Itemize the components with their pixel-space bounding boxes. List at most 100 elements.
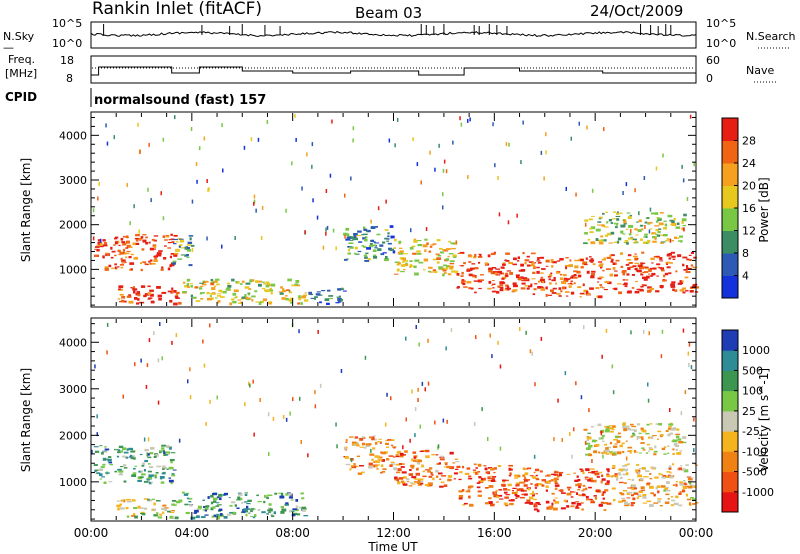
data-cell [507,483,512,487]
data-cell [615,475,619,478]
data-cell [108,264,112,268]
data-cell [459,116,461,121]
data-cell [102,244,108,247]
data-cell [449,260,455,263]
data-cell [664,446,667,448]
data-cell [640,262,644,265]
data-cell [126,244,131,248]
data-cell [452,254,455,257]
data-cell [169,299,173,303]
data-cell [634,228,638,231]
data-cell [442,249,447,251]
data-cell [617,432,621,435]
data-cell [289,509,292,513]
data-cell [345,439,348,442]
data-cell [189,237,192,241]
data-cell [693,448,695,453]
data-cell [491,476,497,478]
data-cell [462,504,466,506]
data-cell [243,145,246,150]
data-cell [517,260,520,262]
data-cell [677,237,680,240]
data-cell [415,325,417,329]
data-cell [519,327,521,331]
data-cell [600,480,603,484]
data-cell [240,497,243,501]
data-cell [590,501,595,504]
data-cell [139,150,141,154]
data-cell [319,383,322,388]
data-cell [568,264,573,268]
data-cell [377,464,381,466]
data-cell [310,297,315,299]
data-cell [667,452,670,454]
freq-step-line [91,66,696,76]
data-cell [473,256,477,259]
data-cell [667,214,673,218]
data-cell [196,515,200,519]
data-cell [315,293,321,296]
data-cell [96,245,101,247]
data-cell [217,300,221,303]
data-cell [552,287,557,290]
data-cell [585,442,591,445]
data-cell [695,464,698,466]
data-cell [169,255,172,259]
data-cell [526,499,531,503]
data-cell [153,245,157,248]
data-cell [533,266,536,269]
noise-left-tick-top: 10^5 [52,17,82,30]
data-cell [448,253,454,255]
data-cell [250,137,253,142]
data-cell [680,465,683,467]
data-cell [418,478,424,481]
data-cell [576,270,581,274]
data-cell [122,235,127,238]
data-cell [240,283,243,285]
data-cell [499,272,503,275]
data-cell [420,481,424,483]
data-cell [600,501,604,504]
data-cell [690,264,693,267]
data-cell [535,493,538,495]
data-cell [647,286,652,289]
data-cell [390,461,395,463]
data-cell [169,515,173,519]
data-cell [693,417,695,422]
data-cell [595,444,600,447]
data-cell [247,499,252,502]
data-cell [621,497,625,499]
data-cell [590,468,595,470]
data-cell [373,241,376,243]
data-cell [576,502,582,506]
data-cell [374,226,378,228]
data-cell [609,254,612,258]
data-cell [571,491,576,493]
data-cell [468,477,473,480]
data-cell [349,468,352,471]
data-cell [548,278,551,281]
data-cell [448,265,453,268]
data-cell [311,142,314,147]
data-cell [688,481,692,485]
data-cell [563,279,569,283]
data-cell [584,232,588,235]
data-cell [144,448,149,452]
data-cell [644,225,646,229]
data-cell [550,289,554,292]
colorbar-swatch [722,275,738,299]
data-cell [373,255,378,259]
data-cell [213,500,217,503]
data-cell [381,459,385,462]
data-cell [491,354,493,359]
data-cell [623,220,627,224]
data-cell [169,459,175,462]
data-cell [535,468,540,472]
data-cell [120,507,123,510]
cpid-label: CPID [5,90,37,104]
data-cell [253,201,255,206]
noise-right-tick-top: 10^5 [706,17,736,30]
data-cell [508,464,513,467]
